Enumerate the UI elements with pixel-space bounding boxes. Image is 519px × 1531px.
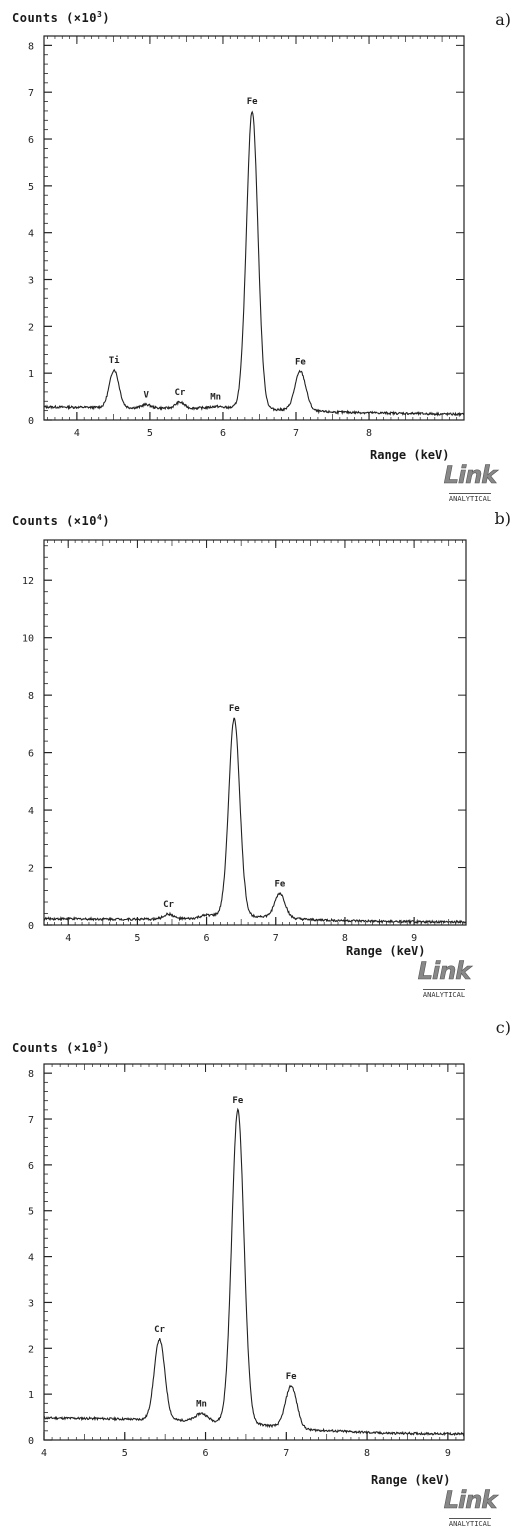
x-tick-label: 6 [203, 1448, 209, 1459]
peak-label-cr: Cr [154, 1325, 165, 1335]
y-tick-label: 8 [28, 1069, 34, 1080]
y-tick-label: 1 [28, 369, 34, 380]
chart-plot: 0 2 4 6 8 10 12 4 5 6 7 8 9 Cr Fe Fe [22, 539, 467, 944]
y-axis-title: Counts (×104) [12, 513, 111, 528]
peak-label-fe: Fe [232, 1096, 243, 1106]
x-tick-label: 5 [134, 933, 140, 944]
link-analytical-logo: Link ANALYTICAL [417, 957, 471, 999]
chart-panel-b: Counts (×104) b) 0 2 4 6 8 10 12 4 5 6 7 8 9 Cr Fe Fe R… [0, 505, 519, 1010]
plot-frame [43, 35, 465, 421]
y-axis-title: Counts (×103) [12, 10, 111, 25]
plot-frame [43, 1063, 465, 1441]
link-analytical-logo: Link ANALYTICAL [443, 461, 497, 503]
x-tick-label: 9 [411, 933, 417, 944]
link-analytical-logo: Link ANALYTICAL [443, 1486, 497, 1528]
chart-plot: 0 1 2 3 4 5 6 7 8 4 5 6 7 8 Ti V Cr Mn Fe Fe [28, 35, 465, 439]
x-tick-label: 4 [41, 1448, 47, 1459]
x-tick-label: 9 [445, 1448, 451, 1459]
x-axis-title: Range (keV) [346, 944, 426, 958]
x-tick-label: 7 [273, 933, 279, 944]
y-tick-label: 7 [28, 88, 34, 99]
peak-label-fe: Fe [274, 879, 285, 889]
x-tick-label: 7 [283, 1448, 289, 1459]
peak-label-cr: Cr [163, 900, 174, 910]
y-tick-label: 4 [28, 1253, 34, 1264]
peak-label-ti: Ti [109, 355, 120, 366]
y-tick-label: 6 [28, 1161, 34, 1172]
spectrum-line [43, 717, 467, 925]
y-tick-label: 7 [28, 1115, 34, 1126]
x-tick-label: 4 [74, 428, 80, 439]
peak-label-cr: Cr [174, 388, 185, 398]
y-axis-title: Counts (×103) [12, 1040, 111, 1055]
y-tick-label: 2 [28, 322, 34, 333]
y-tick-label: 5 [28, 1207, 34, 1218]
chart-plot: 0 1 2 3 4 5 6 7 8 4 5 6 7 8 9 Cr Mn Fe Fe [28, 1063, 465, 1459]
x-tick-label: 8 [342, 933, 348, 944]
peak-label-fe: Fe [295, 357, 306, 367]
peak-label-mn: Mn [196, 1399, 207, 1409]
x-tick-label: 6 [204, 933, 210, 944]
peak-label-v: V [144, 391, 150, 401]
y-tick-label: 5 [28, 182, 34, 193]
y-tick-label: 6 [28, 135, 34, 146]
y-tick-label: 10 [22, 634, 34, 645]
chart-panel-c: Counts (×103) c) 0 1 2 3 4 5 6 7 8 4 5 6 7 8 9 Cr Mn Fe Fe… [0, 1010, 519, 1531]
y-tick-label: 12 [22, 576, 34, 587]
peak-label-fe: Fe [229, 704, 240, 714]
x-tick-label: 4 [65, 933, 71, 944]
chart-panel-a: Counts (×103) a) 0 1 2 3 4 5 6 7 8 4 5 6 7 8 Ti V Cr Mn Fe… [0, 0, 519, 505]
peak-label-mn: Mn [210, 392, 221, 402]
y-tick-label: 4 [28, 229, 34, 240]
panel-label: a) [495, 10, 511, 29]
x-tick-label: 5 [122, 1448, 128, 1459]
y-tick-label: 2 [28, 1344, 34, 1355]
y-tick-label: 0 [28, 1436, 34, 1447]
y-tick-label: 0 [28, 921, 34, 932]
y-tick-label: 3 [28, 1298, 34, 1309]
y-tick-label: 0 [28, 416, 34, 427]
spectrum-line [43, 110, 465, 418]
y-tick-label: 3 [28, 276, 34, 287]
spectrum-line [43, 1107, 465, 1437]
peak-label-fe: Fe [286, 1372, 297, 1382]
plot-frame [43, 539, 467, 926]
x-tick-label: 8 [366, 428, 372, 439]
x-tick-label: 8 [364, 1448, 370, 1459]
y-tick-label: 6 [28, 749, 34, 760]
y-tick-label: 1 [28, 1390, 34, 1401]
x-axis-title: Range (keV) [371, 1473, 451, 1487]
y-tick-label: 4 [28, 806, 34, 817]
panel-label: b) [494, 509, 511, 528]
x-tick-label: 5 [147, 428, 153, 439]
y-tick-label: 8 [28, 41, 34, 52]
peak-label-fe: Fe [247, 97, 258, 107]
y-tick-label: 2 [28, 864, 34, 875]
x-tick-label: 7 [293, 428, 299, 439]
x-axis-title: Range (keV) [370, 448, 450, 462]
x-tick-label: 6 [220, 428, 226, 439]
y-tick-label: 8 [28, 691, 34, 702]
panel-label: c) [495, 1018, 511, 1037]
